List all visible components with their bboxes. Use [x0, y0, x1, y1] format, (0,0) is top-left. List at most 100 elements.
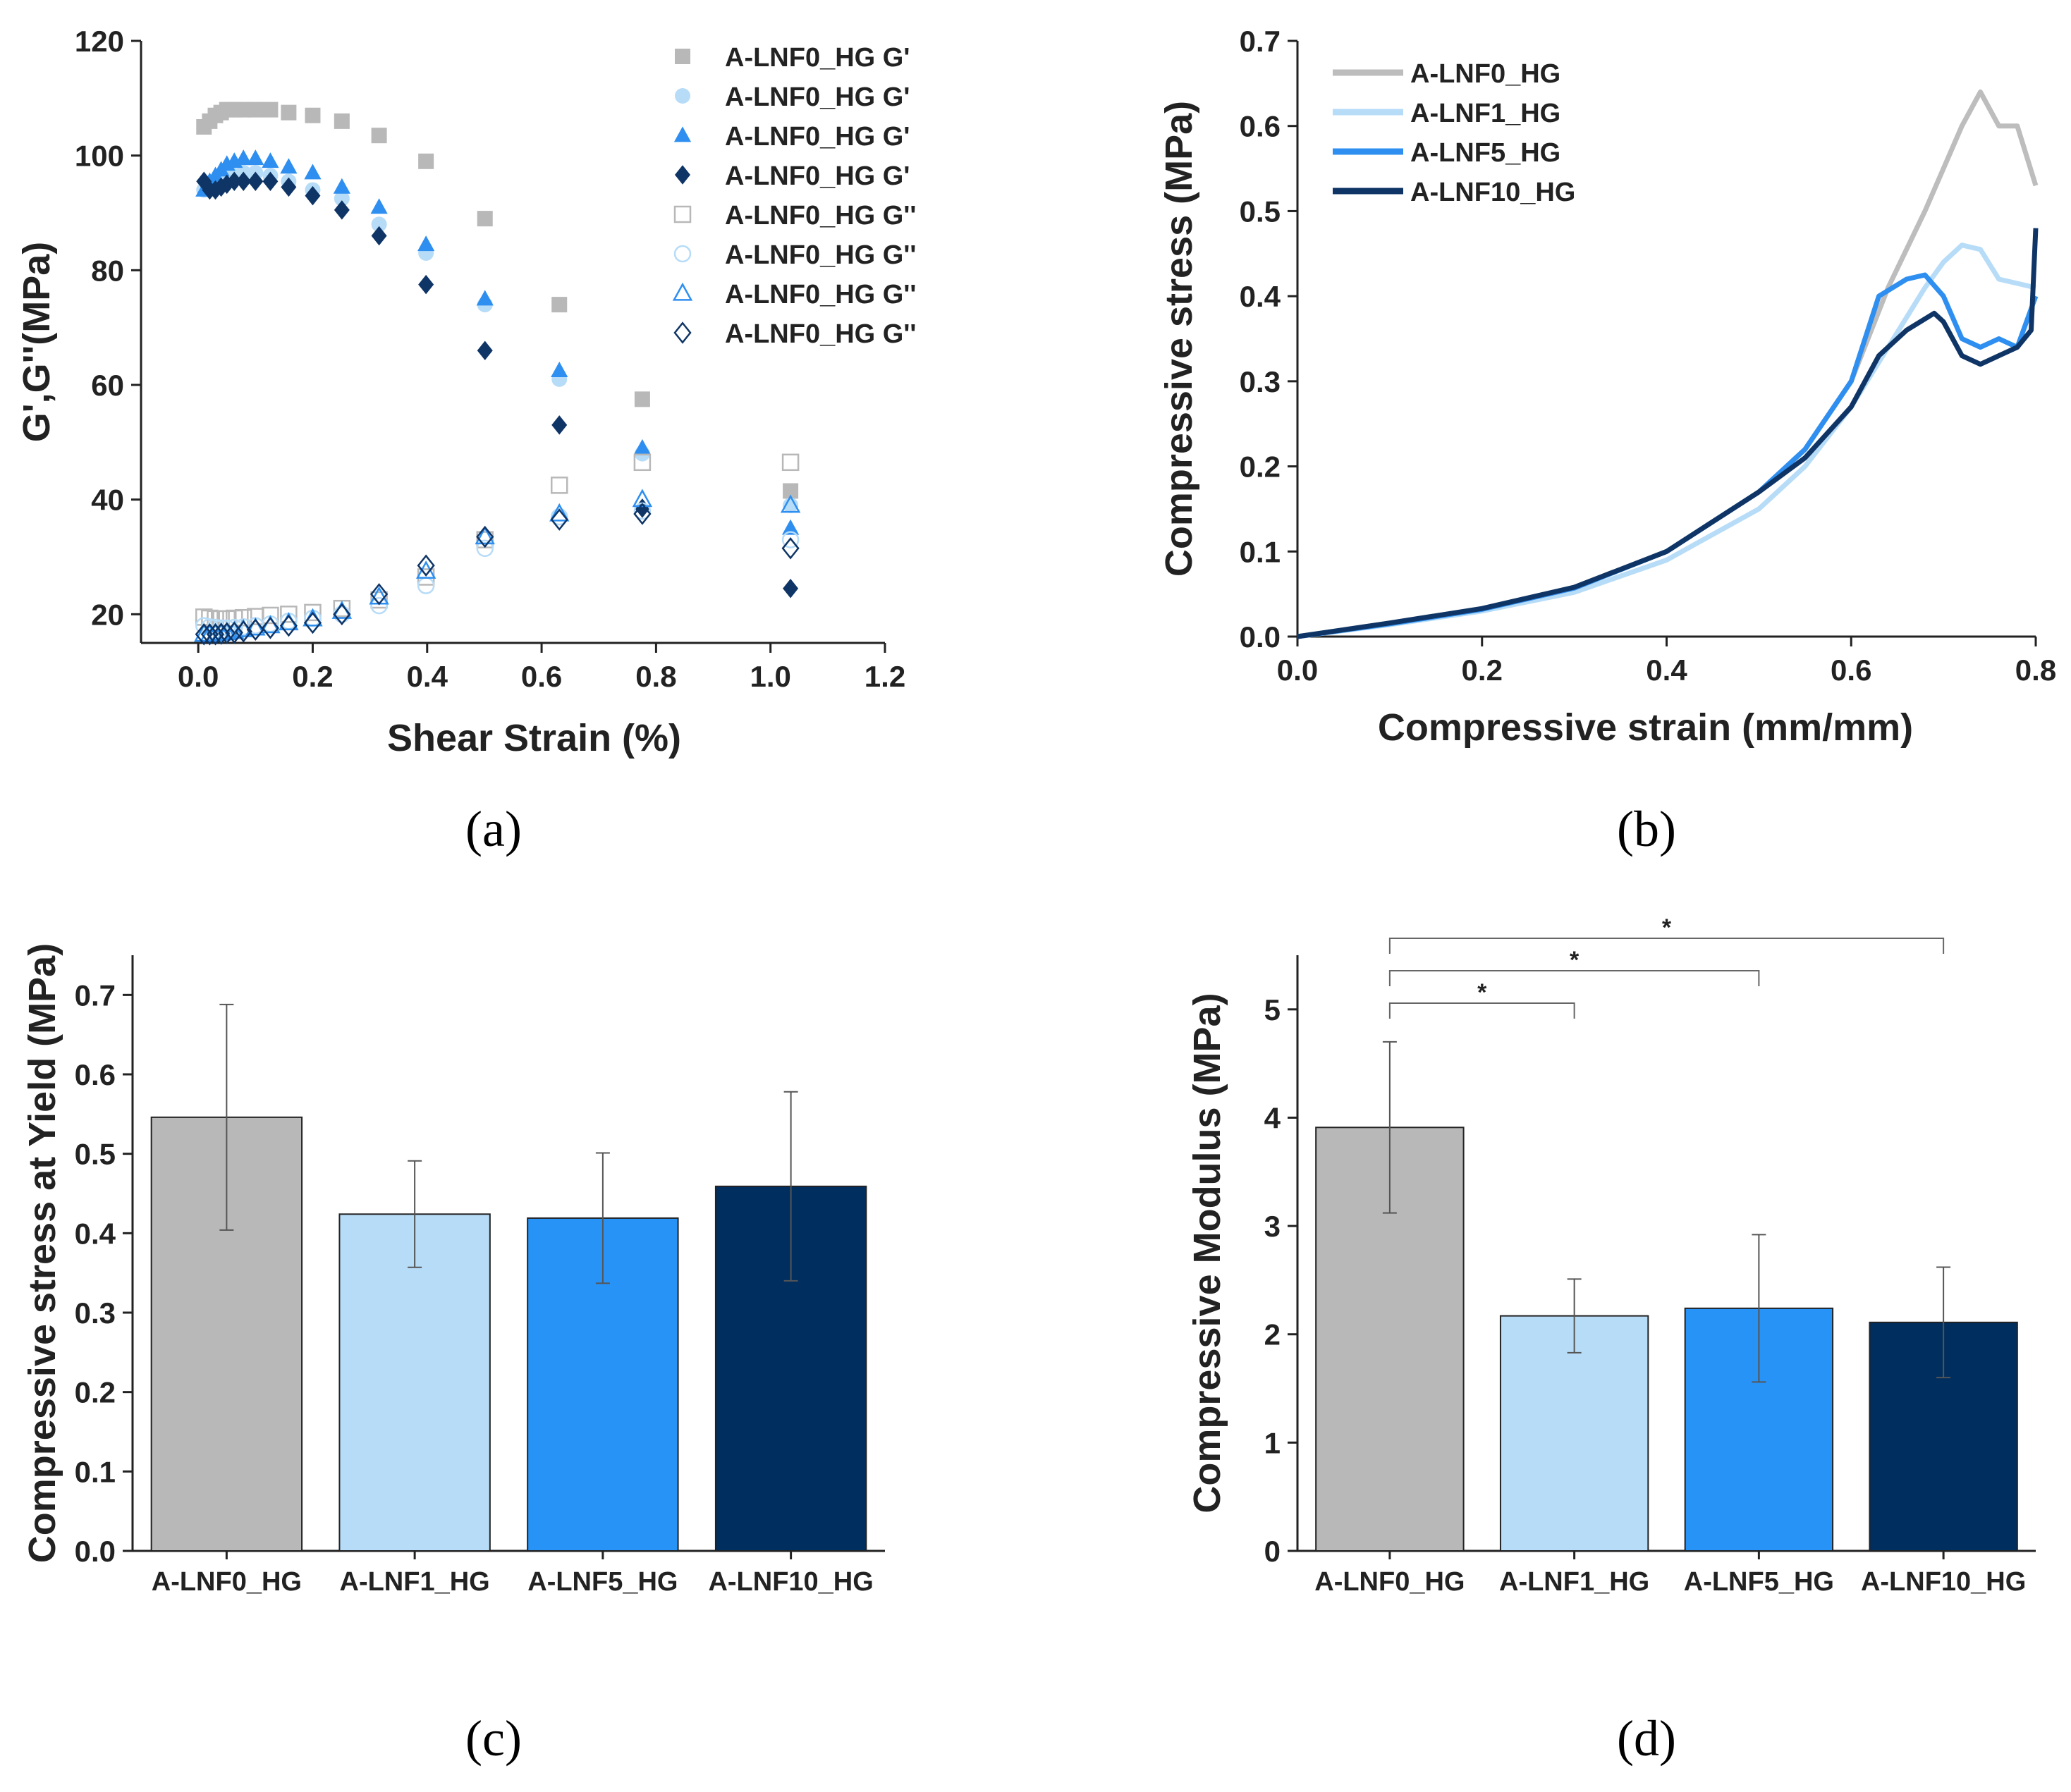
x-tick-label: 0.8 [2015, 653, 2056, 687]
y-tick-label: 0.7 [1240, 25, 1281, 58]
legend-label: A-LNF0_HG G'' [725, 280, 916, 309]
legend-label: A-LNF10_HG [1410, 178, 1575, 207]
data-point [333, 606, 351, 623]
y-axis-title: Compressive stress at Yield (MPa) [21, 943, 63, 1563]
panel-b-compressive-curve-chart: 0.0 0.2 0.4 0.6 0.8 0.0 0.1 0.2 0.3 0.4 0.5 0.6 0.7 C… [1158, 25, 2056, 857]
data-point [247, 149, 264, 166]
data-point [550, 477, 568, 494]
x-tick-label: 0.0 [178, 660, 219, 693]
legend-marker [673, 205, 692, 223]
category-label: A-LNF0_HG [1314, 1567, 1465, 1597]
legend-label: A-LNF0_HG G'' [725, 201, 916, 231]
y-tick-label: 0.3 [75, 1296, 116, 1330]
data-point [304, 164, 322, 180]
data-point [245, 617, 266, 636]
legend-label: A-LNF5_HG [1410, 138, 1560, 168]
significance-bracket [1388, 1002, 1575, 1019]
data-point [262, 606, 279, 625]
data-point [371, 226, 387, 246]
x-tick-label: 0.6 [521, 660, 562, 693]
y-tick-label: 4 [1264, 1101, 1281, 1134]
data-point [279, 614, 298, 637]
category-label: A-LNF0_HG [152, 1567, 302, 1597]
x-tick-label: 0.8 [635, 660, 676, 693]
data-point [235, 608, 252, 627]
data-point [246, 618, 264, 642]
y-tick-label: 0.6 [1240, 110, 1281, 143]
significance-star: * [1662, 914, 1672, 941]
data-point [417, 235, 435, 252]
data-point [235, 149, 252, 166]
panel-label: (c) [465, 1710, 522, 1767]
data-point [551, 415, 568, 435]
x-tick-label: 0.4 [407, 660, 448, 693]
data-point [280, 158, 298, 174]
series-3 [196, 171, 799, 599]
x-tick-label: 0.2 [292, 660, 333, 693]
y-tick-label: 100 [75, 140, 124, 173]
series-line-1 [1297, 243, 2036, 639]
data-point [550, 508, 568, 531]
data-point [334, 200, 350, 220]
data-point [781, 531, 800, 548]
legend-label: A-LNF0_HG G'' [725, 240, 916, 270]
y-tick-label: 0.6 [75, 1058, 116, 1091]
data-point [248, 171, 264, 192]
data-point [281, 177, 297, 197]
data-point [477, 211, 493, 227]
data-point [218, 622, 236, 644]
data-point [281, 104, 297, 121]
significance-star: * [1570, 947, 1580, 974]
data-point [226, 171, 243, 192]
x-axis-title: Shear Strain (%) [387, 717, 681, 759]
data-point [783, 483, 799, 499]
data-point [633, 438, 652, 455]
data-point [781, 453, 800, 472]
significance-bracket [1388, 938, 1945, 954]
x-tick-label: 1.2 [865, 660, 905, 693]
legend-marker [673, 321, 692, 344]
data-point [780, 494, 801, 513]
data-point [634, 391, 650, 407]
series-2 [195, 149, 800, 535]
bar-A-LNF1_HG [1499, 1315, 1649, 1552]
legend-label: A-LNF1_HG [1410, 99, 1560, 128]
legend-marker [672, 282, 693, 301]
data-point [370, 198, 388, 214]
data-point [226, 618, 243, 637]
x-tick-label: 0.0 [1277, 653, 1318, 687]
y-tick-label: 0.0 [1240, 620, 1281, 653]
y-tick-label: 5 [1264, 993, 1281, 1026]
significance-star: * [1477, 979, 1487, 1006]
data-point [305, 185, 321, 206]
legend-label: A-LNF0_HG G' [725, 43, 910, 73]
y-tick-label: 120 [75, 25, 124, 58]
x-tick-label: 1.0 [750, 660, 790, 693]
data-point [219, 174, 235, 195]
series-7 [195, 503, 800, 646]
data-point [633, 503, 652, 525]
series-line-2 [1297, 272, 2039, 639]
data-point [280, 606, 298, 623]
legend-label: A-LNF0_HG G' [725, 82, 910, 112]
category-label: A-LNF1_HG [1499, 1567, 1649, 1597]
y-axis-title: G',G''(MPa) [16, 242, 58, 443]
y-tick-label: 0.0 [75, 1535, 116, 1568]
data-point [334, 190, 350, 207]
series-0 [196, 102, 799, 499]
legend-label: A-LNF0_HG G' [725, 122, 910, 152]
data-point [633, 453, 652, 472]
data-point [262, 102, 279, 118]
panel-label: (a) [465, 801, 522, 857]
category-label: A-LNF1_HG [340, 1567, 490, 1597]
data-point [303, 611, 322, 634]
x-axis-title: Compressive strain (mm/mm) [1378, 706, 1913, 749]
data-point [370, 596, 388, 615]
data-point [334, 113, 350, 129]
y-tick-label: 0.1 [1240, 535, 1281, 568]
y-axis-title: Compressive stress (MPa) [1158, 101, 1200, 577]
data-point [418, 274, 434, 295]
legend-marker [675, 88, 690, 104]
data-point [305, 107, 321, 123]
